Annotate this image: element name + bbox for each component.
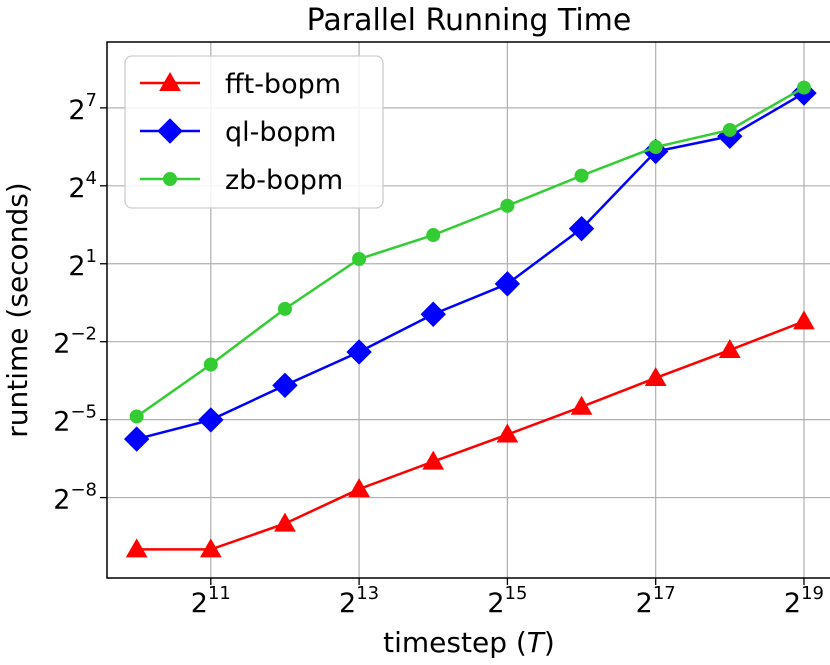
- data-point-ql-bopm: [494, 271, 521, 297]
- data-point-zb-bopm: [796, 80, 811, 95]
- x-tick-label: 213: [339, 583, 379, 619]
- legend-marker: [163, 172, 177, 186]
- series-line-fft-bopm: [136, 320, 805, 551]
- series-zb-bopm: [129, 80, 811, 424]
- legend-item-ql-bopm: ql-bopm: [140, 117, 336, 148]
- data-point-zb-bopm: [203, 357, 218, 372]
- x-axis-ticks: 211 213 215 217 219: [191, 578, 824, 619]
- data-point-zb-bopm: [648, 140, 663, 155]
- y-tick-base: 2: [53, 329, 70, 360]
- y-tick-label: 24: [68, 168, 97, 204]
- data-point-fft-bopm: [793, 310, 815, 330]
- y-tick-exponent: −2: [70, 324, 97, 345]
- x-tick-label: 219: [784, 583, 824, 619]
- data-point-fft-bopm: [570, 395, 593, 415]
- legend-label: ql-bopm: [225, 117, 336, 148]
- y-tick-exponent: 4: [86, 168, 97, 189]
- data-point-zb-bopm: [574, 168, 589, 183]
- data-point-zb-bopm: [129, 409, 144, 424]
- x-tick-label: 217: [636, 583, 676, 619]
- x-tick-exponent: 15: [505, 583, 528, 604]
- x-axis-title: timestep (T): [383, 626, 555, 659]
- data-point-fft-bopm: [718, 339, 741, 359]
- x-tick-base: 2: [487, 588, 504, 619]
- x-tick-exponent: 11: [208, 583, 231, 604]
- legend-label: fft-bopm: [225, 69, 341, 100]
- x-tick-base: 2: [636, 588, 653, 619]
- y-tick-label: 21: [68, 246, 97, 282]
- x-axis-title-end: ): [544, 626, 555, 659]
- x-tick-label: 211: [191, 583, 231, 619]
- legend-item-fft-bopm: fft-bopm: [140, 69, 341, 100]
- x-tick-exponent: 19: [801, 583, 824, 604]
- data-point-ql-bopm: [420, 301, 446, 327]
- data-point-zb-bopm: [426, 228, 441, 243]
- y-tick-label: 2−8: [53, 480, 97, 516]
- data-point-fft-bopm: [125, 538, 148, 558]
- series-line-ql-bopm: [136, 91, 805, 441]
- data-point-ql-bopm: [123, 426, 150, 452]
- x-tick-label: 215: [487, 583, 527, 619]
- data-point-fft-bopm: [644, 366, 667, 386]
- legend-item-zb-bopm: zb-bopm: [140, 165, 343, 196]
- data-point-fft-bopm: [422, 450, 445, 470]
- y-axis-title: runtime (seconds): [1, 182, 34, 437]
- x-tick-base: 2: [339, 588, 356, 619]
- y-tick-label: 2−2: [53, 324, 97, 360]
- x-tick-base: 2: [784, 588, 801, 619]
- y-tick-base: 2: [53, 407, 70, 438]
- x-tick-exponent: 17: [653, 583, 676, 604]
- data-point-zb-bopm: [352, 252, 367, 267]
- series-fft-bopm: [125, 310, 815, 558]
- x-tick-exponent: 13: [356, 583, 379, 604]
- data-point-zb-bopm: [722, 122, 737, 137]
- x-axis-title-variable: T: [527, 626, 546, 659]
- chart-title: Parallel Running Time: [307, 3, 632, 38]
- series-line-zb-bopm: [135, 86, 805, 418]
- y-tick-exponent: 7: [86, 90, 97, 111]
- y-tick-base: 2: [68, 95, 85, 126]
- data-point-zb-bopm: [277, 301, 292, 316]
- x-axis-title-text: timestep (: [383, 626, 527, 659]
- x-tick-base: 2: [191, 588, 208, 619]
- series-ql-bopm: [123, 80, 817, 452]
- legend-box: [124, 55, 384, 209]
- data-point-fft-bopm: [496, 423, 519, 443]
- data-point-ql-bopm: [198, 407, 224, 433]
- data-point-fft-bopm: [199, 538, 222, 558]
- data-point-zb-bopm: [500, 198, 515, 213]
- data-point-ql-bopm: [272, 372, 298, 399]
- legend-marker: [157, 118, 183, 144]
- data-point-fft-bopm: [274, 512, 296, 532]
- y-tick-exponent: 1: [86, 246, 97, 267]
- data-point-ql-bopm: [568, 215, 595, 242]
- y-tick-base: 2: [68, 173, 85, 204]
- y-tick-exponent: −8: [70, 480, 97, 501]
- data-point-ql-bopm: [346, 339, 372, 365]
- y-tick-base: 2: [53, 485, 70, 516]
- legend: fft-bopm ql-bopm zb-bopm: [124, 55, 384, 209]
- legend-marker: [159, 71, 181, 91]
- y-tick-label: 2−5: [53, 402, 97, 438]
- series-layer: [123, 80, 817, 558]
- y-tick-label: 27: [68, 90, 97, 126]
- plot-frame: [106, 41, 830, 579]
- y-tick-exponent: −5: [70, 402, 97, 423]
- legend-label: zb-bopm: [225, 165, 343, 196]
- data-point-fft-bopm: [348, 478, 370, 498]
- y-tick-base: 2: [68, 251, 85, 282]
